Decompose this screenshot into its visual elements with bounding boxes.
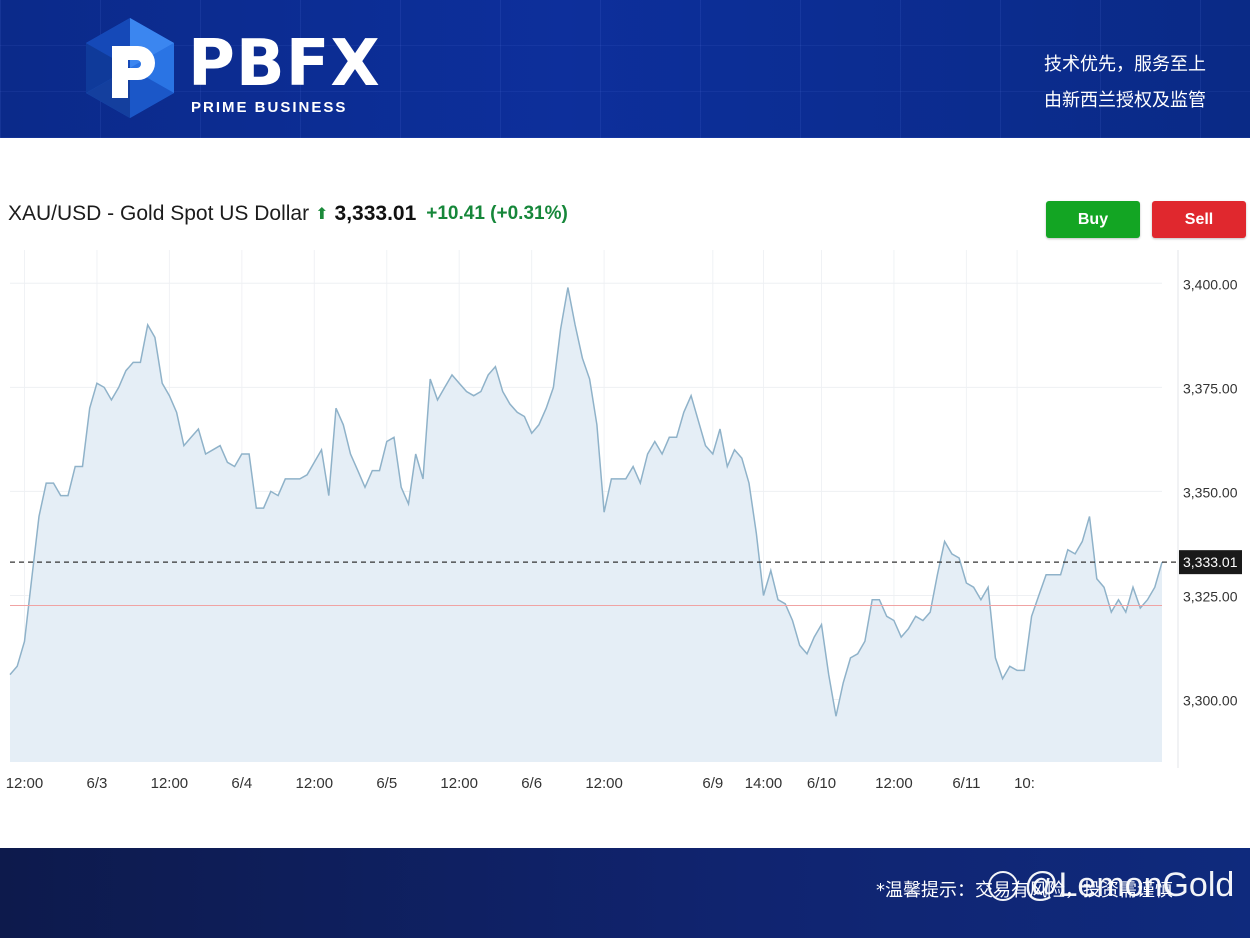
price-area-fill <box>10 287 1162 762</box>
risk-warning: *温馨提示：交易有风险，投资需谨慎 <box>876 880 1173 901</box>
up-arrow-icon: ⬆ <box>315 206 329 223</box>
header-background-pattern <box>0 0 1250 138</box>
x-tick-label: 6/6 <box>521 775 542 792</box>
x-tick-label: 12:00 <box>875 775 913 792</box>
watermark: @LemonGold <box>988 866 1234 905</box>
y-tick-label: 3,300.00 <box>1183 693 1238 709</box>
slogan-line-2: 由新西兰授权及监管 <box>1044 90 1206 111</box>
x-tick-label: 12:00 <box>440 775 478 792</box>
quote-line: XAU/USD - Gold Spot US Dollar ⬆ 3,333.01… <box>8 200 568 228</box>
brand-subtitle: PRIME BUSINESS <box>191 99 348 116</box>
y-tick-label: 3,400.00 <box>1183 276 1238 292</box>
pbfx-logo-icon <box>86 18 174 118</box>
sell-button[interactable]: Sell <box>1152 201 1246 238</box>
x-tick-label: 12:00 <box>296 775 334 792</box>
brand-header: PBFX PRIME BUSINESS 技术优先，服务至上 由新西兰授权及监管 <box>0 0 1250 138</box>
buy-button[interactable]: Buy <box>1046 201 1140 238</box>
x-tick-label: 12:00 <box>6 775 44 792</box>
x-tick-label: 12:00 <box>151 775 189 792</box>
y-tick-label: 3,375.00 <box>1183 380 1238 396</box>
x-tick-label: 6/4 <box>231 775 252 792</box>
instrument-symbol: XAU/USD - Gold Spot US Dollar <box>8 202 310 225</box>
brand-name: PBFX <box>188 27 381 101</box>
x-tick-label: 14:00 <box>745 775 783 792</box>
x-tick-label: 6/11 <box>952 775 980 792</box>
x-tick-label: 6/5 <box>376 775 397 792</box>
footer-banner: *温馨提示：交易有风险，投资需谨慎 @LemonGold <box>0 848 1250 938</box>
last-price-tag-label: 3,333.01 <box>1183 554 1238 570</box>
watermark-logo-icon <box>988 870 1018 901</box>
y-tick-label: 3,350.00 <box>1183 484 1238 500</box>
price-change: +10.41 (+0.31%) <box>426 203 568 224</box>
x-tick-label: 12:00 <box>585 775 623 792</box>
x-tick-label: 10: <box>1014 775 1035 792</box>
x-tick-label: 6/10 <box>807 775 836 792</box>
last-price-tag <box>1179 550 1242 575</box>
x-tick-label: 6/3 <box>87 775 108 792</box>
last-price: 3,333.01 <box>334 202 417 225</box>
slogan-line-1: 技术优先，服务至上 <box>1044 54 1206 75</box>
watermark-text: @LemonGold <box>1024 866 1235 904</box>
x-tick-label: 6/9 <box>702 775 723 792</box>
price-chart-svg: 3,300.00 3,325.00 3,350.00 3,375.00 3,400.00… <box>6 250 1242 792</box>
y-tick-label: 3,325.00 <box>1183 588 1238 604</box>
price-chart[interactable]: 3,300.00 3,325.00 3,350.00 3,375.00 3,400.00… <box>0 240 1250 800</box>
price-series-line <box>9 287 1163 717</box>
